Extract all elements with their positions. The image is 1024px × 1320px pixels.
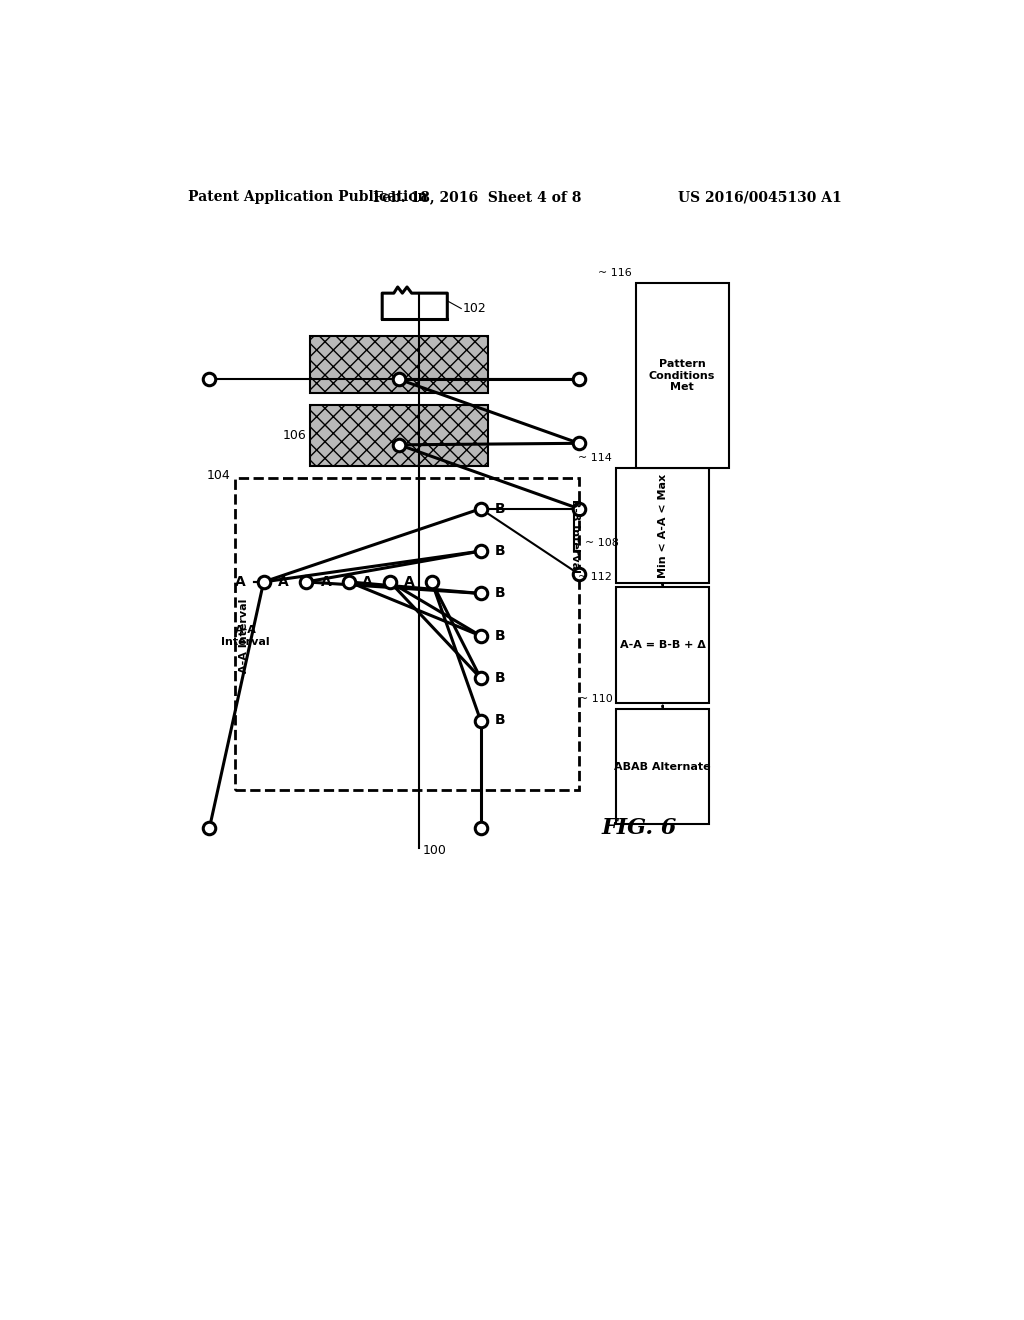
Text: B: B [495, 628, 506, 643]
Text: A: A [279, 576, 289, 589]
Text: A-A
Interval: A-A Interval [221, 624, 270, 647]
Text: B: B [495, 714, 506, 727]
Text: ~ 114: ~ 114 [579, 453, 612, 463]
Bar [310, 335, 488, 393]
Text: B: B [495, 544, 506, 558]
Text: A: A [236, 576, 246, 589]
Text: US 2016/0045130 A1: US 2016/0045130 A1 [679, 190, 842, 205]
Text: ~ 112: ~ 112 [579, 572, 612, 582]
Text: Patent Application Publication: Patent Application Publication [187, 190, 427, 205]
Bar [616, 469, 710, 583]
Text: A-A Interval: A-A Interval [240, 598, 249, 673]
Text: B: B [495, 671, 506, 685]
Text: B: B [495, 586, 506, 601]
Text: A: A [403, 576, 415, 589]
Text: B-B Interval: B-B Interval [569, 499, 580, 573]
Text: FIG. 6: FIG. 6 [602, 817, 677, 840]
Bar [616, 709, 710, 825]
Text: A-A = B-B + Δ: A-A = B-B + Δ [620, 640, 706, 649]
Text: 106: 106 [283, 429, 306, 442]
Bar [310, 405, 488, 466]
Text: B: B [495, 502, 506, 516]
Text: ABAB Alternate: ABAB Alternate [614, 762, 711, 772]
Text: ~ 108: ~ 108 [586, 539, 620, 548]
Text: 104: 104 [207, 469, 230, 482]
Bar [636, 284, 729, 469]
Text: Feb. 18, 2016  Sheet 4 of 8: Feb. 18, 2016 Sheet 4 of 8 [373, 190, 582, 205]
Text: A: A [361, 576, 373, 589]
Text: A: A [321, 576, 332, 589]
Text: Pattern
Conditions
Met: Pattern Conditions Met [649, 359, 716, 392]
Text: 100: 100 [423, 843, 446, 857]
Text: Min < A-A < Max: Min < A-A < Max [657, 474, 668, 578]
Bar [234, 478, 579, 789]
Text: ~ 110: ~ 110 [579, 694, 612, 704]
Text: 102: 102 [463, 302, 486, 315]
Bar [616, 587, 710, 702]
Text: ~ 116: ~ 116 [598, 268, 632, 279]
